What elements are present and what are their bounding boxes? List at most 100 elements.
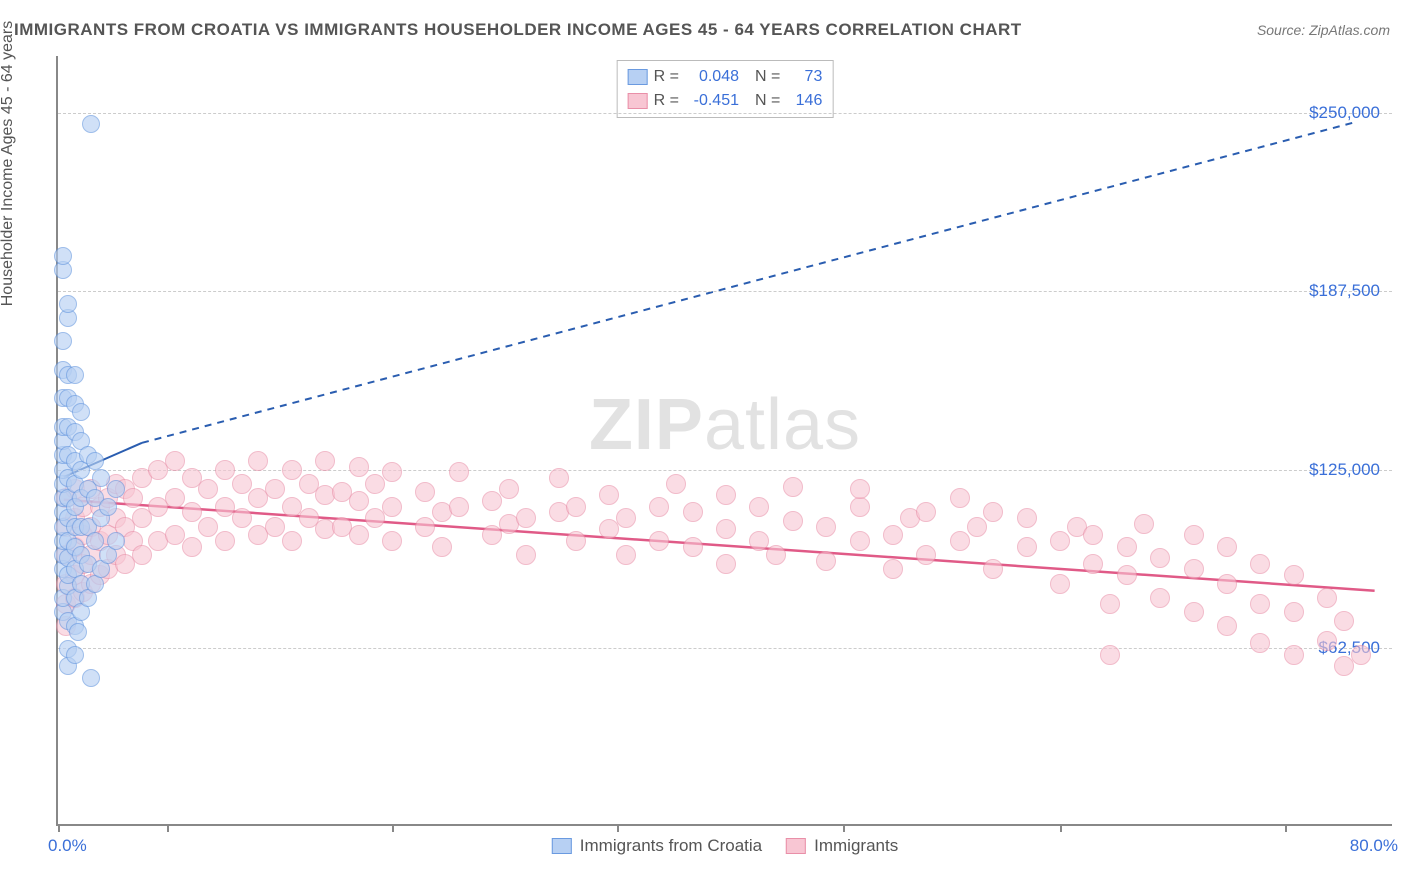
data-point-immigrants — [1217, 574, 1237, 594]
data-point-immigrants — [1050, 574, 1070, 594]
data-point-croatia — [86, 532, 104, 550]
data-point-croatia — [107, 532, 125, 550]
data-point-immigrants — [132, 545, 152, 565]
data-point-immigrants — [349, 525, 369, 545]
data-point-immigrants — [182, 502, 202, 522]
stat-r-value: -0.451 — [685, 89, 739, 113]
data-point-croatia — [54, 332, 72, 350]
data-point-immigrants — [1117, 537, 1137, 557]
data-point-immigrants — [1083, 525, 1103, 545]
data-point-immigrants — [282, 531, 302, 551]
data-point-immigrants — [1284, 602, 1304, 622]
gridline — [58, 113, 1392, 114]
data-point-immigrants — [1017, 508, 1037, 528]
data-point-croatia — [86, 452, 104, 470]
data-point-immigrants — [165, 488, 185, 508]
data-point-croatia — [66, 646, 84, 664]
data-point-immigrants — [123, 488, 143, 508]
data-point-immigrants — [716, 554, 736, 574]
y-tick-label: $187,500 — [1309, 281, 1380, 301]
swatch-icon — [628, 69, 648, 85]
data-point-immigrants — [1250, 633, 1270, 653]
data-point-immigrants — [649, 497, 669, 517]
legend-item: Immigrants — [786, 836, 898, 856]
data-point-immigrants — [599, 485, 619, 505]
stat-r-label: R = — [654, 65, 679, 89]
legend-label: Immigrants — [814, 836, 898, 856]
data-point-immigrants — [967, 517, 987, 537]
data-point-immigrants — [1317, 631, 1337, 651]
data-point-immigrants — [616, 545, 636, 565]
data-point-croatia — [69, 623, 87, 641]
data-point-immigrants — [816, 517, 836, 537]
swatch-icon — [628, 93, 648, 109]
data-point-immigrants — [215, 531, 235, 551]
stat-r-label: R = — [654, 89, 679, 113]
data-point-immigrants — [1284, 565, 1304, 585]
data-point-croatia — [66, 366, 84, 384]
data-point-immigrants — [165, 451, 185, 471]
y-tick-label: $125,000 — [1309, 460, 1380, 480]
data-point-immigrants — [248, 451, 268, 471]
x-tick — [392, 824, 394, 832]
data-point-croatia — [59, 295, 77, 313]
stat-n-label: N = — [755, 89, 780, 113]
data-point-immigrants — [182, 537, 202, 557]
data-point-croatia — [82, 669, 100, 687]
gridline — [58, 648, 1392, 649]
data-point-immigrants — [1184, 559, 1204, 579]
data-point-immigrants — [1217, 616, 1237, 636]
data-point-immigrants — [683, 537, 703, 557]
data-point-immigrants — [749, 531, 769, 551]
data-point-immigrants — [1050, 531, 1070, 551]
x-max-label: 80.0% — [1350, 836, 1398, 856]
data-point-immigrants — [499, 479, 519, 499]
stats-row-croatia: R =0.048N =73 — [628, 65, 823, 89]
data-point-immigrants — [516, 545, 536, 565]
data-point-immigrants — [1284, 645, 1304, 665]
stat-n-value: 73 — [786, 65, 822, 89]
data-point-immigrants — [449, 462, 469, 482]
x-tick — [843, 824, 845, 832]
data-point-immigrants — [415, 482, 435, 502]
data-point-immigrants — [1117, 565, 1137, 585]
data-point-immigrants — [282, 460, 302, 480]
data-point-immigrants — [766, 545, 786, 565]
data-point-immigrants — [1150, 588, 1170, 608]
stat-n-label: N = — [755, 65, 780, 89]
data-point-immigrants — [198, 517, 218, 537]
data-point-immigrants — [1217, 537, 1237, 557]
data-point-immigrants — [349, 457, 369, 477]
data-point-immigrants — [232, 474, 252, 494]
data-point-immigrants — [349, 491, 369, 511]
chart-title: IMMIGRANTS FROM CROATIA VS IMMIGRANTS HO… — [14, 20, 1022, 40]
legend-item: Immigrants from Croatia — [552, 836, 762, 856]
y-axis-label: Householder Income Ages 45 - 64 years — [0, 21, 17, 307]
data-point-immigrants — [883, 559, 903, 579]
trend-lines-layer — [58, 56, 1392, 824]
legend: Immigrants from Croatia Immigrants — [552, 836, 898, 856]
data-point-immigrants — [783, 477, 803, 497]
x-tick — [617, 824, 619, 832]
x-tick — [1285, 824, 1287, 832]
data-point-immigrants — [1250, 554, 1270, 574]
data-point-immigrants — [616, 508, 636, 528]
data-point-immigrants — [983, 502, 1003, 522]
data-point-immigrants — [566, 531, 586, 551]
data-point-immigrants — [215, 460, 235, 480]
gridline — [58, 291, 1392, 292]
x-min-label: 0.0% — [48, 836, 87, 856]
data-point-immigrants — [683, 502, 703, 522]
source-label: Source: ZipAtlas.com — [1257, 22, 1390, 38]
data-point-immigrants — [516, 508, 536, 528]
data-point-immigrants — [1150, 548, 1170, 568]
data-point-immigrants — [1083, 554, 1103, 574]
data-point-immigrants — [749, 497, 769, 517]
data-point-immigrants — [716, 485, 736, 505]
legend-label: Immigrants from Croatia — [580, 836, 762, 856]
data-point-immigrants — [232, 508, 252, 528]
data-point-immigrants — [382, 462, 402, 482]
data-point-immigrants — [415, 517, 435, 537]
data-point-immigrants — [950, 488, 970, 508]
data-point-immigrants — [1351, 645, 1371, 665]
